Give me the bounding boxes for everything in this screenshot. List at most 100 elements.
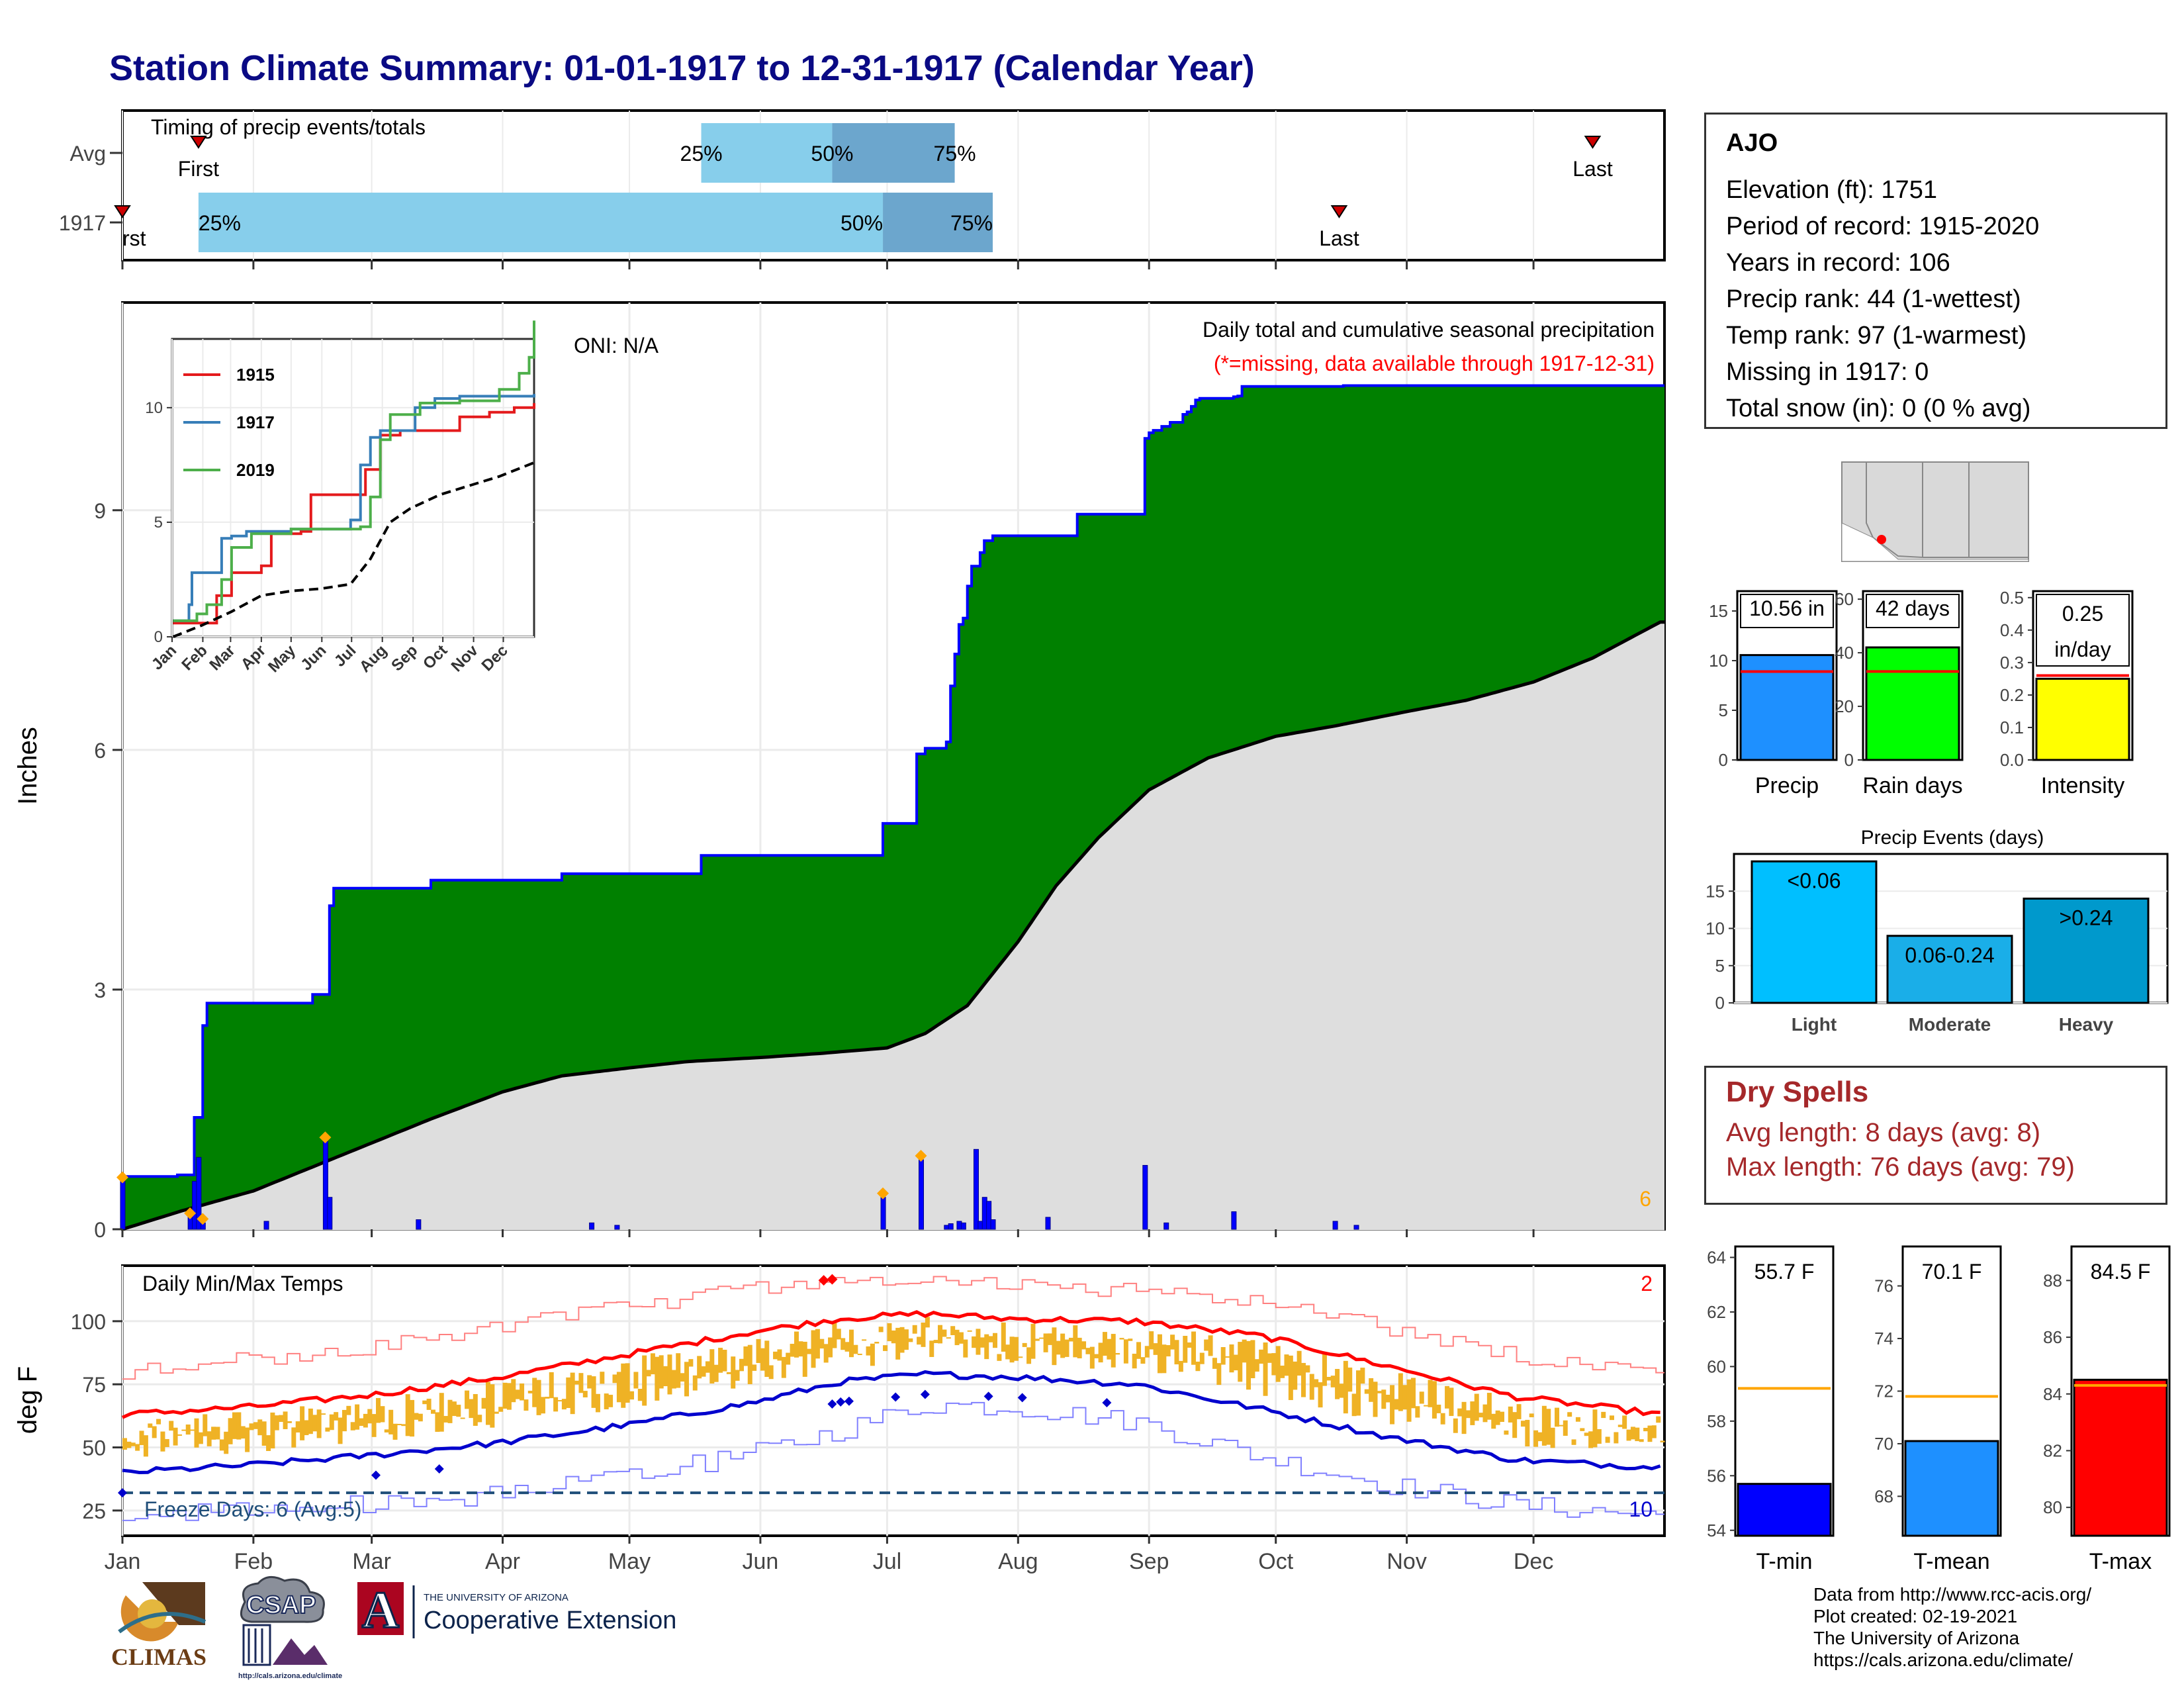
timing-p25-label: 25% bbox=[199, 211, 241, 235]
daily-temp-bar bbox=[1208, 1335, 1213, 1356]
precip-rank-text: Precip rank: 44 (1-wettest) bbox=[1726, 285, 2021, 313]
daily-temp-bar bbox=[1356, 1370, 1361, 1416]
daily-temp-bar bbox=[1013, 1336, 1019, 1361]
daily-temp-bar bbox=[194, 1418, 199, 1448]
timing-first-label: First bbox=[178, 157, 219, 181]
timing-last-marker bbox=[1584, 136, 1602, 149]
daily-temp-bar bbox=[633, 1372, 639, 1389]
max-record-marker bbox=[197, 1213, 209, 1225]
summary-bar-intensity-ytick-label: 0.2 bbox=[2000, 685, 2024, 705]
daily-temp-bar bbox=[1419, 1391, 1424, 1404]
daily-temp-bar bbox=[1250, 1340, 1255, 1378]
timing-p25-label: 25% bbox=[680, 142, 723, 165]
credit-data-source: Data from http://www.rcc-acis.org/ bbox=[1813, 1584, 2092, 1605]
daily-temp-bar bbox=[190, 1429, 195, 1431]
max-record-marker bbox=[915, 1150, 927, 1162]
daily-temp-bar bbox=[426, 1398, 432, 1410]
temp-value-label: 55.7 F bbox=[1754, 1260, 1815, 1284]
temp-bar-t-mean-chart: 68 70 72 74 76 T-mean 70.1 F bbox=[1874, 1245, 2002, 1574]
daily-temp-bar bbox=[485, 1382, 490, 1425]
daily-temp-bar bbox=[1326, 1377, 1332, 1381]
daily-temp-bar bbox=[422, 1400, 428, 1405]
daily-temp-bar bbox=[1617, 1425, 1623, 1427]
daily-temp-bar bbox=[1128, 1338, 1133, 1341]
daily-temp-bar bbox=[857, 1354, 862, 1356]
credit-university: The University of Arizona bbox=[1813, 1628, 2020, 1648]
daily-temp-bar bbox=[1263, 1342, 1268, 1396]
daily-temp-bar bbox=[946, 1337, 951, 1339]
university-of-arizona-logo[interactable]: A THE UNIVERSITY OF ARIZONA Cooperative … bbox=[357, 1580, 676, 1640]
daily-temp-bar bbox=[760, 1348, 765, 1371]
ua-letter: A bbox=[362, 1581, 399, 1638]
daily-temp-bar bbox=[1369, 1378, 1374, 1402]
temp-bar-t-mean-ytick-label: 74 bbox=[1874, 1329, 1893, 1348]
daily-temp-bar bbox=[1605, 1436, 1610, 1443]
daily-temp-bar bbox=[304, 1420, 309, 1436]
daily-temp-bar bbox=[418, 1413, 423, 1422]
csap-logo[interactable]: CSAP http://cals.arizona.edu/climate bbox=[238, 1575, 342, 1680]
dry-spells-panel: Dry Spells Avg length: 8 days (avg: 8) M… bbox=[1704, 1066, 2167, 1205]
temp-bar-t-min-ytick-label: 60 bbox=[1707, 1356, 1726, 1376]
daily-temp-bar bbox=[773, 1351, 778, 1360]
daily-temp-bar bbox=[1555, 1407, 1560, 1427]
daily-temp-bar bbox=[811, 1330, 816, 1368]
daily-temp-bar bbox=[295, 1421, 300, 1433]
daily-temp-bar bbox=[921, 1322, 926, 1347]
period-of-record-text: Period of record: 1915-2020 bbox=[1726, 212, 2040, 240]
daily-temp-bar bbox=[1635, 1427, 1640, 1442]
daily-temp-bar bbox=[198, 1432, 203, 1444]
daily-temp-bar bbox=[621, 1363, 626, 1408]
daily-temp-bar bbox=[520, 1383, 525, 1401]
daily-temp-bar bbox=[1052, 1327, 1057, 1366]
daily-temp-bar bbox=[1592, 1409, 1598, 1448]
daily-temp-bar bbox=[1479, 1413, 1484, 1418]
daily-temp-bar bbox=[1622, 1415, 1627, 1429]
daily-temp-bar bbox=[359, 1418, 364, 1427]
daily-temp-bar bbox=[1005, 1344, 1011, 1360]
daily-temp-bar bbox=[616, 1372, 621, 1403]
daily-temp-bar bbox=[1107, 1338, 1112, 1360]
daily-temp-bar bbox=[270, 1412, 275, 1449]
daily-temp-bar bbox=[473, 1393, 478, 1426]
daily-temp-bar bbox=[1048, 1333, 1052, 1345]
precip-ytick-label: 0 bbox=[94, 1218, 106, 1242]
value-label: 10.56 in bbox=[1749, 596, 1825, 620]
daily-temp-bar bbox=[722, 1350, 727, 1372]
daily-temp-bar bbox=[1199, 1352, 1205, 1364]
daily-temp-bar bbox=[1081, 1341, 1087, 1350]
daily-temp-bar bbox=[786, 1352, 791, 1365]
value-unit-label: in/day bbox=[2054, 637, 2111, 661]
month-tick-label: Jan bbox=[105, 1549, 141, 1574]
climas-logo[interactable]: CLIMAS bbox=[111, 1582, 206, 1670]
daily-temp-bar bbox=[642, 1355, 647, 1406]
daily-temp-bar bbox=[1077, 1337, 1082, 1358]
temp-ytick-label: 25 bbox=[82, 1499, 106, 1523]
cold-record-marker bbox=[827, 1399, 837, 1409]
daily-temp-bar bbox=[283, 1411, 288, 1429]
daily-temp-bar bbox=[338, 1417, 343, 1444]
temp-bar-t-min-ytick-label: 58 bbox=[1707, 1411, 1726, 1431]
temp-bar-t-max-ytick-label: 88 bbox=[2043, 1270, 2062, 1290]
temp-value-label: 70.1 F bbox=[1922, 1260, 1982, 1284]
daily-temp-bar bbox=[1339, 1383, 1344, 1398]
temp-bar-t-min-ytick-label: 56 bbox=[1707, 1466, 1726, 1485]
inset-ytick-label: 5 bbox=[154, 514, 163, 532]
daily-temp-bar bbox=[316, 1409, 322, 1438]
summary-bar-rain-days-bar bbox=[1865, 646, 1960, 761]
daily-temp-bar bbox=[334, 1412, 339, 1421]
daily-temp-bar bbox=[798, 1341, 803, 1357]
daily-temp-bar bbox=[976, 1329, 981, 1355]
daily-temp-bar bbox=[443, 1416, 449, 1423]
daily-temp-bar bbox=[1580, 1428, 1585, 1431]
daily-temp-bar bbox=[963, 1339, 968, 1358]
daily-temp-bar bbox=[832, 1323, 837, 1348]
daily-temp-bar bbox=[527, 1390, 533, 1393]
daily-temp-bar bbox=[1394, 1399, 1399, 1410]
daily-temp-bar bbox=[1335, 1369, 1340, 1399]
daily-temp-bar bbox=[950, 1326, 956, 1335]
daily-temp-bar bbox=[325, 1427, 330, 1432]
daily-temp-bar bbox=[667, 1354, 672, 1395]
daily-temp-bar bbox=[1275, 1346, 1281, 1382]
daily-temp-bar bbox=[456, 1405, 461, 1417]
value-label: 0.25 bbox=[2062, 602, 2103, 626]
